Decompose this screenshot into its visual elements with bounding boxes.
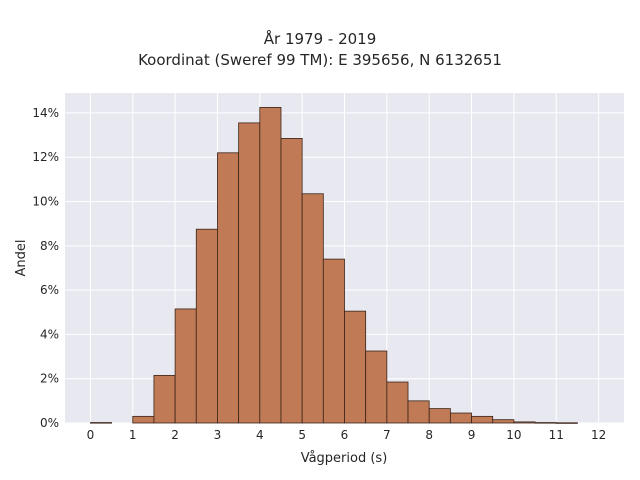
x-tick-label: 12: [591, 428, 606, 442]
y-tick-label: 6%: [40, 283, 59, 297]
histogram-bar: [280, 138, 303, 424]
y-tick-label: 0%: [40, 416, 59, 430]
x-tick-label: 4: [256, 428, 264, 442]
histogram-bar: [259, 106, 282, 424]
y-axis-ticks: 0% 2% 4% 6% 8% 10% 12% 14%: [32, 106, 59, 430]
histogram-bar: [555, 422, 578, 424]
histogram-bar: [534, 422, 557, 424]
histogram-bar: [322, 258, 345, 424]
histogram-bar: [513, 421, 536, 424]
y-tick-label: 8%: [40, 239, 59, 253]
histogram-bar: [132, 415, 155, 424]
x-tick-label: 8: [425, 428, 433, 442]
histogram-bar: [449, 412, 472, 424]
x-tick-label: 9: [468, 428, 476, 442]
x-tick-label: 10: [506, 428, 521, 442]
y-tick-label: 12%: [32, 150, 59, 164]
x-tick-label: 7: [383, 428, 391, 442]
x-tick-label: 6: [341, 428, 349, 442]
y-axis-label: Andel: [14, 240, 29, 277]
x-axis-label: Vågperiod (s): [301, 451, 388, 466]
histogram-bar: [471, 415, 494, 424]
x-tick-label: 2: [171, 428, 179, 442]
histogram-bar: [217, 152, 240, 424]
x-axis-ticks: 0 1 2 3 4 5 6 7 8 9 10 11 12: [87, 428, 607, 442]
x-tick-label: 11: [549, 428, 564, 442]
x-tick-label: 3: [214, 428, 222, 442]
y-tick-label: 4%: [40, 327, 59, 341]
histogram-bar: [238, 122, 261, 424]
histogram-bar: [344, 310, 367, 424]
y-tick-label: 2%: [40, 372, 59, 386]
histogram-bar: [195, 228, 218, 424]
chart-subtitle: Koordinat (Sweref 99 TM): E 395656, N 61…: [138, 51, 502, 69]
histogram-bar: [365, 350, 388, 424]
chart-title: År 1979 - 2019: [263, 30, 377, 48]
histogram-bar: [153, 374, 176, 424]
histogram-bar: [407, 400, 430, 424]
y-tick-label: 10%: [32, 195, 59, 209]
histogram-bar: [174, 308, 197, 424]
x-tick-label: 0: [87, 428, 95, 442]
histogram-bar: [301, 193, 324, 424]
histogram-bar: [90, 422, 112, 424]
histogram-bar: [386, 381, 409, 424]
histogram-bars: [90, 106, 578, 424]
y-tick-label: 14%: [32, 106, 59, 120]
x-tick-label: 5: [298, 428, 306, 442]
x-tick-label: 1: [129, 428, 137, 442]
histogram-bar: [492, 419, 515, 424]
histogram-bar: [428, 408, 451, 424]
